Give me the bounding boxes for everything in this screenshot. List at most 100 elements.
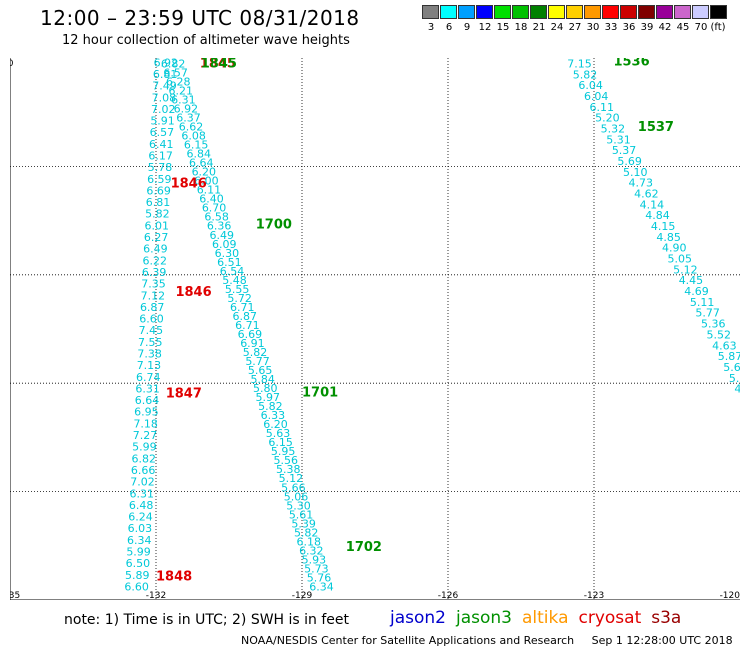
legend-s3a: s3a <box>651 608 682 628</box>
swh-value: 6.71 <box>230 301 255 314</box>
swh-value: 5.32 <box>601 122 626 135</box>
color-swatch <box>566 5 583 19</box>
color-swatch <box>602 5 619 19</box>
legend-jason3: jason3 <box>456 608 512 628</box>
swh-value: 6.58 <box>204 211 229 224</box>
swh-value: 5.82 <box>258 400 283 413</box>
swh-value: 6.31 <box>130 487 155 500</box>
swh-value: 6.21 <box>169 84 194 97</box>
swh-value: 4.15 <box>651 220 676 233</box>
pass-time-label: 1846 <box>175 285 211 300</box>
page-subtitle: 12 hour collection of altimeter wave hei… <box>62 33 350 48</box>
swh-value: 6.34 <box>309 580 334 593</box>
color-swatch <box>638 5 655 19</box>
color-swatch-label: 15 <box>496 22 510 33</box>
pass-time-label: 1701 <box>302 385 338 400</box>
swh-value: 6.39 <box>142 266 167 279</box>
swh-value: 6.82 <box>132 452 157 465</box>
swh-value: 7.27 <box>133 429 158 442</box>
swh-value: 5.12 <box>673 263 698 276</box>
swh-value: 6.87 <box>140 301 165 314</box>
swh-value: 6.81 <box>146 196 171 209</box>
footer: NOAA/NESDIS Center for Satellite Applica… <box>241 634 733 647</box>
lon-tick-label: -126 <box>438 591 459 600</box>
swh-value: 6.81 <box>153 68 178 81</box>
swh-value: 6.28 <box>166 75 191 88</box>
swh-value: 6.66 <box>131 464 156 477</box>
color-swatch <box>620 5 637 19</box>
lon-tick-label: -123 <box>584 591 604 600</box>
swh-value: 5.82 <box>573 68 598 81</box>
credit-text: NOAA/NESDIS Center for Satellite Applica… <box>241 634 575 647</box>
swh-value: 6.27 <box>144 231 169 244</box>
legend-jason2: jason2 <box>390 608 446 628</box>
swh-value: 5.89 <box>125 569 150 582</box>
swh-value: 6.17 <box>148 150 173 163</box>
swh-value: 4.45 <box>679 274 704 287</box>
swh-value: 6.31 <box>135 382 160 395</box>
swh-value: 6.87 <box>233 310 258 323</box>
lon-tick-label: -129 <box>292 591 313 600</box>
swh-value: 6.30 <box>215 247 240 260</box>
swh-value: 5.36 <box>701 318 726 331</box>
color-swatch <box>494 5 511 19</box>
wave-height-map: -135-132-129-126-123-12002468106.605.896… <box>10 58 740 600</box>
swh-value: 6.40 <box>199 193 224 206</box>
color-swatch-label: 6 <box>445 22 453 33</box>
swh-value: 6.51 <box>217 256 242 269</box>
color-swatch <box>674 5 691 19</box>
swh-value: 5.76 <box>307 571 332 584</box>
generated-timestamp: Sep 1 12:28:00 UTC 2018 <box>591 634 733 647</box>
color-swatch-label: 42 <box>658 22 672 33</box>
lon-tick-label: -132 <box>146 591 166 600</box>
page-title: 12:00 – 23:59 UTC 08/31/2018 <box>40 6 360 30</box>
swh-value: 7.49 <box>152 80 177 93</box>
satellite-legend: jason2 jason3 altika cryosat s3a <box>390 608 691 628</box>
swh-value: 7.02 <box>151 103 176 116</box>
color-swatch-label: 21 <box>532 22 546 33</box>
color-swatch <box>548 5 565 19</box>
swh-value: 6.50 <box>126 557 151 570</box>
swh-value: 5.05 <box>668 253 693 266</box>
color-swatch <box>512 5 529 19</box>
color-swatch-label: 33 <box>604 22 618 33</box>
swh-value: 6.60 <box>139 313 164 326</box>
swh-value: 6.36 <box>207 220 232 233</box>
swh-value: 5.82 <box>145 208 170 221</box>
swh-value: 6.69 <box>238 328 262 341</box>
pass-time-label: 1702 <box>346 540 382 555</box>
swh-value: 6.18 <box>297 535 322 548</box>
swh-value: 6.69 <box>146 184 171 197</box>
swh-value: 7.13 <box>137 359 162 372</box>
pass-time-label: 1847 <box>166 386 202 401</box>
color-swatch-label: 9 <box>463 22 471 33</box>
swh-value: 5.69 <box>617 155 642 168</box>
color-swatch <box>476 5 493 19</box>
color-swatch <box>656 5 673 19</box>
swh-value: 5.82 <box>243 346 268 359</box>
swh-value: 6.04 <box>578 79 603 92</box>
swh-value: 6.00 <box>194 175 219 188</box>
swh-value: 6.82 <box>161 58 186 70</box>
swh-value: 6.15 <box>184 139 209 152</box>
swh-value: 5.72 <box>227 292 252 305</box>
swh-value: 4.63 <box>712 339 737 352</box>
swh-value: 7.08 <box>152 91 177 104</box>
swh-value: 6.57 <box>150 126 175 139</box>
swh-value: 4.14 <box>640 198 665 211</box>
swh-value: 6.92 <box>154 58 179 69</box>
swh-value: 6.09 <box>212 238 237 251</box>
color-swatch <box>692 5 709 19</box>
swh-value: 6.41 <box>149 138 174 151</box>
pass-time-label: 1536 <box>613 58 649 70</box>
color-swatch-label: 12 <box>478 22 492 33</box>
swh-value: 7.38 <box>137 348 162 361</box>
legend-cryosat: cryosat <box>578 608 642 628</box>
swh-value: 5.11 <box>690 296 715 309</box>
pass-time-label: 1848 <box>156 570 192 585</box>
swh-value: 6.62 <box>179 121 204 134</box>
swh-value: 6.92 <box>174 103 199 116</box>
swh-value: 6.01 <box>144 219 169 232</box>
swh-value: 6.48 <box>129 499 154 512</box>
color-swatch-label: 27 <box>568 22 582 33</box>
